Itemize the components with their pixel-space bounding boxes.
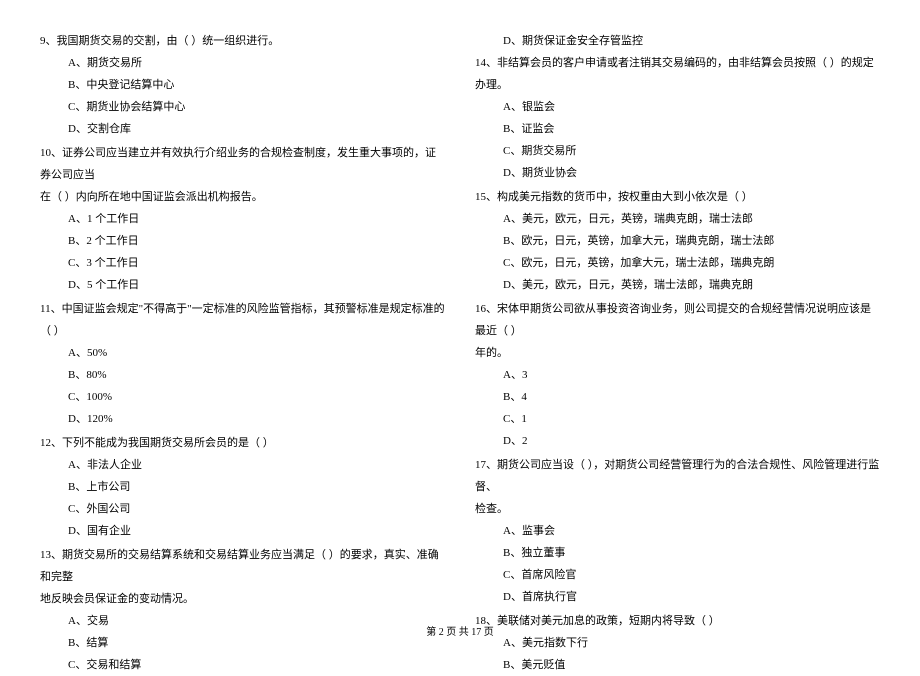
question-14-text: 14、非结算会员的客户申请或者注销其交易编码的，由非结算会员按照（ ）的规定办理… <box>475 52 880 96</box>
page-footer: 第 2 页 共 17 页 <box>0 623 920 638</box>
page-content: 9、我国期货交易的交割，由（ ）统一组织进行。 A、期货交易所 B、中央登记结算… <box>40 30 880 610</box>
question-16-option-a: A、3 <box>475 364 880 386</box>
question-9-option-c: C、期货业协会结算中心 <box>40 96 445 118</box>
question-12-option-c: C、外国公司 <box>40 498 445 520</box>
question-14-option-c: C、期货交易所 <box>475 140 880 162</box>
question-12-option-a: A、非法人企业 <box>40 454 445 476</box>
question-17-text-line1: 17、期货公司应当设（ ），对期货公司经营管理行为的合法合规性、风险管理进行监督… <box>475 454 880 498</box>
question-12-option-b: B、上市公司 <box>40 476 445 498</box>
question-17-option-b: B、独立董事 <box>475 542 880 564</box>
question-10-option-d: D、5 个工作日 <box>40 274 445 296</box>
question-10-option-b: B、2 个工作日 <box>40 230 445 252</box>
question-9: 9、我国期货交易的交割，由（ ）统一组织进行。 A、期货交易所 B、中央登记结算… <box>40 30 445 140</box>
question-11-text: 11、中国证监会规定"不得高于"一定标准的风险监管指标，其预警标准是规定标准的（… <box>40 298 445 342</box>
question-11: 11、中国证监会规定"不得高于"一定标准的风险监管指标，其预警标准是规定标准的（… <box>40 298 445 430</box>
question-18: 18、美联储对美元加息的政策，短期内将导致（ ） A、美元指数下行 B、美元贬值 <box>475 610 880 676</box>
question-12: 12、下列不能成为我国期货交易所会员的是（ ） A、非法人企业 B、上市公司 C… <box>40 432 445 542</box>
question-10: 10、证券公司应当建立并有效执行介绍业务的合规检查制度，发生重大事项的，证券公司… <box>40 142 445 296</box>
question-9-option-b: B、中央登记结算中心 <box>40 74 445 96</box>
left-column: 9、我国期货交易的交割，由（ ）统一组织进行。 A、期货交易所 B、中央登记结算… <box>40 30 445 610</box>
question-17-option-c: C、首席风险官 <box>475 564 880 586</box>
question-15-option-b: B、欧元，日元，英镑，加拿大元，瑞典克朗，瑞士法郎 <box>475 230 880 252</box>
question-15-text: 15、构成美元指数的货币中，按权重由大到小依次是（ ） <box>475 186 880 208</box>
question-11-option-c: C、100% <box>40 386 445 408</box>
question-10-text-line2: 在（ ）内向所在地中国证监会派出机构报告。 <box>40 186 445 208</box>
question-18-option-b: B、美元贬值 <box>475 654 880 676</box>
question-17: 17、期货公司应当设（ ），对期货公司经营管理行为的合法合规性、风险管理进行监督… <box>475 454 880 608</box>
question-12-option-d: D、国有企业 <box>40 520 445 542</box>
question-9-option-d: D、交割仓库 <box>40 118 445 140</box>
question-9-option-a: A、期货交易所 <box>40 52 445 74</box>
question-16-option-d: D、2 <box>475 430 880 452</box>
question-11-option-b: B、80% <box>40 364 445 386</box>
question-15-option-c: C、欧元，日元，英镑，加拿大元，瑞士法郎，瑞典克朗 <box>475 252 880 274</box>
question-16-option-b: B、4 <box>475 386 880 408</box>
question-11-option-d: D、120% <box>40 408 445 430</box>
question-15-option-a: A、美元，欧元，日元，英镑，瑞典克朗，瑞士法郎 <box>475 208 880 230</box>
question-13-text-line2: 地反映会员保证金的变动情况。 <box>40 588 445 610</box>
question-16-text-line2: 年的。 <box>475 342 880 364</box>
question-13-option-d: D、期货保证金安全存管监控 <box>475 30 880 52</box>
question-12-text: 12、下列不能成为我国期货交易所会员的是（ ） <box>40 432 445 454</box>
question-17-option-d: D、首席执行官 <box>475 586 880 608</box>
question-14: 14、非结算会员的客户申请或者注销其交易编码的，由非结算会员按照（ ）的规定办理… <box>475 52 880 184</box>
question-14-option-a: A、银监会 <box>475 96 880 118</box>
question-10-option-c: C、3 个工作日 <box>40 252 445 274</box>
question-16-option-c: C、1 <box>475 408 880 430</box>
question-14-option-b: B、证监会 <box>475 118 880 140</box>
question-10-option-a: A、1 个工作日 <box>40 208 445 230</box>
question-16: 16、宋体甲期货公司欲从事投资咨询业务，则公司提交的合规经营情况说明应该是最近（… <box>475 298 880 452</box>
question-11-option-a: A、50% <box>40 342 445 364</box>
question-13: 13、期货交易所的交易结算系统和交易结算业务应当满足（ ）的要求，真实、准确和完… <box>40 544 445 676</box>
question-15: 15、构成美元指数的货币中，按权重由大到小依次是（ ） A、美元，欧元，日元，英… <box>475 186 880 296</box>
question-13-option-c: C、交易和结算 <box>40 654 445 676</box>
question-16-text-line1: 16、宋体甲期货公司欲从事投资咨询业务，则公司提交的合规经营情况说明应该是最近（… <box>475 298 880 342</box>
question-14-option-d: D、期货业协会 <box>475 162 880 184</box>
question-15-option-d: D、美元，欧元，日元，英镑，瑞士法郎，瑞典克朗 <box>475 274 880 296</box>
question-10-text-line1: 10、证券公司应当建立并有效执行介绍业务的合规检查制度，发生重大事项的，证券公司… <box>40 142 445 186</box>
question-13-text-line1: 13、期货交易所的交易结算系统和交易结算业务应当满足（ ）的要求，真实、准确和完… <box>40 544 445 588</box>
question-9-text: 9、我国期货交易的交割，由（ ）统一组织进行。 <box>40 30 445 52</box>
question-17-option-a: A、监事会 <box>475 520 880 542</box>
right-column: D、期货保证金安全存管监控 14、非结算会员的客户申请或者注销其交易编码的，由非… <box>475 30 880 610</box>
question-17-text-line2: 检查。 <box>475 498 880 520</box>
